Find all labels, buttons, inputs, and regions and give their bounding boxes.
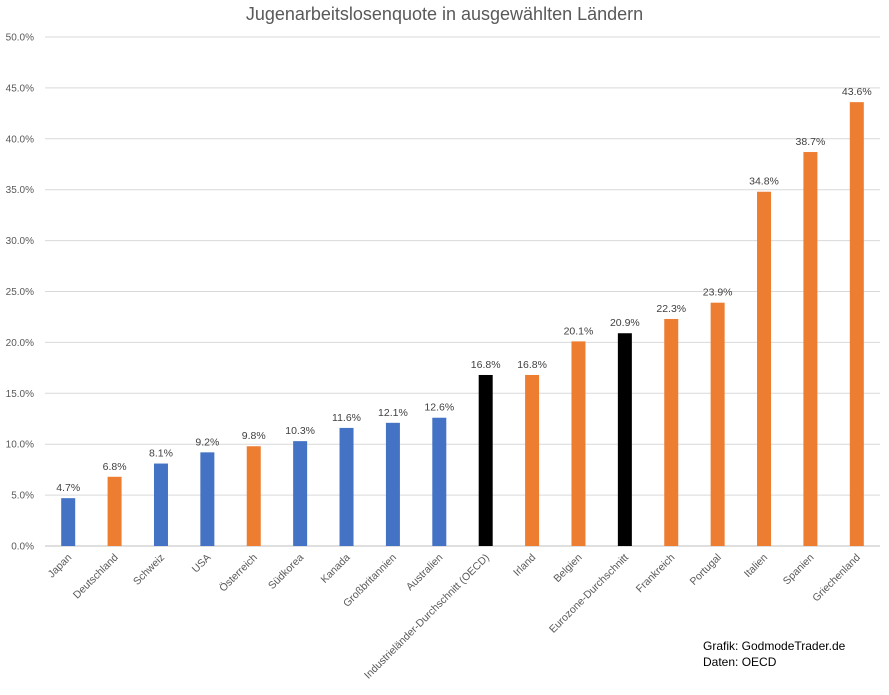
bar [432,417,447,546]
category-label: Griechenland [810,552,863,605]
bar [757,191,772,546]
category-label: Italien [742,552,770,580]
y-tick-label: 0.0% [11,542,34,553]
bar [849,102,864,546]
y-tick-label: 50.0% [6,33,34,44]
bar [339,427,354,546]
chart-title: Jugenarbeitslosenquote in ausgewählten L… [245,4,644,24]
bar [153,463,168,546]
data-label: 20.9% [610,317,640,329]
bar [107,476,122,546]
bar [478,374,493,546]
data-label: 8.1% [149,448,173,460]
data-label: 11.6% [332,412,361,424]
y-tick-label: 20.0% [6,338,34,349]
category-label: Frankreich [634,552,678,596]
data-label: 16.8% [471,359,501,371]
bar [571,341,586,546]
data-label: 43.6% [842,86,872,98]
y-axis-tick-labels: 0.0% 5.0% 10.0% 15.0% 20.0% 25.0% 30.0% 35.0% 40… [6,33,34,553]
gridlines [45,36,880,547]
bars [61,102,864,546]
y-tick-label: 30.0% [6,236,34,247]
data-label: 6.8% [103,461,127,473]
bar [664,318,679,546]
y-tick-label: 25.0% [6,287,34,298]
data-label: 38.7% [796,136,826,148]
y-tick-label: 15.0% [6,389,34,400]
data-label: 9.2% [195,436,219,448]
category-label: Kanada [319,552,353,586]
source-note: Grafik: GodmodeTrader.de Daten: OECD [703,638,845,670]
category-label: Japan [46,552,75,581]
category-label: Belgien [551,552,584,585]
data-label: 10.3% [285,425,315,437]
y-tick-label: 5.0% [11,491,34,502]
y-tick-label: 45.0% [6,83,34,94]
category-label: Spanien [781,552,817,588]
y-tick-label: 40.0% [6,134,34,145]
data-label: 16.8% [517,359,547,371]
source-daten: Daten: OECD [703,655,777,669]
bar [200,452,215,546]
data-label: 23.9% [703,287,733,299]
category-label: Irland [511,552,538,579]
data-label: 12.1% [378,407,408,419]
data-label: 22.3% [656,303,686,315]
bar [710,302,725,546]
category-label: Portugal [688,552,724,588]
bar [61,498,76,546]
data-labels: 4.7% 6.8% 8.1% 9.2% 9.8% 10.3% 11.6% 12.1% 12.6%… [56,86,871,494]
bar [803,152,818,546]
source-grafik: Grafik: GodmodeTrader.de [703,639,846,653]
data-label: 9.8% [242,430,266,442]
bar [293,441,308,546]
category-label: Schweiz [131,552,167,588]
bar [385,422,400,546]
category-label: Deutschland [71,552,121,602]
y-tick-label: 10.0% [6,440,34,451]
bar [617,333,632,546]
category-label: Südkorea [266,552,306,592]
bar [246,446,261,546]
category-label: Australien [404,552,446,594]
data-label: 34.8% [749,176,779,188]
category-label: Eurozone-Durchschnitt [547,552,631,636]
category-label: Österreich [217,552,260,595]
data-label: 12.6% [424,402,454,414]
data-label: 20.1% [564,325,594,337]
y-tick-label: 35.0% [6,185,34,196]
bar [525,374,540,546]
category-label: USA [190,552,214,576]
data-label: 4.7% [56,482,80,494]
